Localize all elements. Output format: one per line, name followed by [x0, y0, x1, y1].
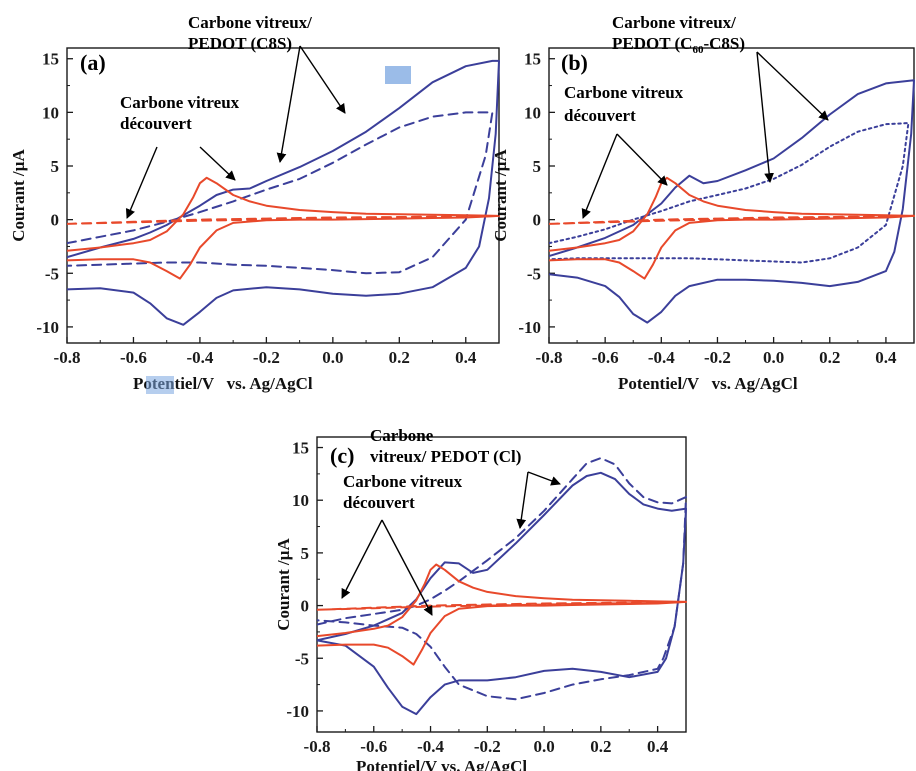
series-dash-bare-carbon [67, 214, 500, 225]
plot-frame [316, 436, 687, 733]
x-tick-label: -0.8 [304, 737, 331, 756]
annotation-arrow [341, 519, 383, 599]
y-axis-label: Courant /µA [491, 149, 510, 242]
series-solid-pedot [317, 471, 687, 716]
x-tick-label: -0.4 [648, 348, 675, 367]
y-tick-label: 10 [292, 491, 309, 510]
x-tick-label: 0.4 [875, 348, 897, 367]
x-axis-label: Potentiel/V vs. Ag/AgCl [356, 757, 527, 771]
annotation-subscript: 60 [692, 44, 704, 56]
series-group [549, 79, 915, 324]
annotation-arrow [516, 471, 529, 529]
x-tick-label: 0.0 [533, 737, 554, 756]
annotation-line: Carbone vitreux [343, 472, 463, 491]
x-tick-label: -0.6 [360, 737, 387, 756]
y-tick-label: 15 [524, 50, 541, 69]
series-dash-bare-carbon [317, 600, 687, 611]
annotation-line: découvert [564, 106, 636, 125]
annotation-arrow [125, 146, 158, 219]
series-solid-pedot [549, 79, 915, 324]
annotation-line: découvert [120, 114, 192, 133]
selection-highlight [146, 376, 174, 394]
y-tick-label: -10 [36, 318, 59, 337]
annotation-arrow [381, 519, 433, 616]
y-tick-label: 0 [301, 597, 310, 616]
x-tick-label: -0.8 [54, 348, 81, 367]
annotation-line: PEDOT (C8S) [188, 34, 292, 53]
x-tick-label: 0.4 [455, 348, 477, 367]
annotation-line: Carbone [370, 426, 434, 445]
x-axis-label: Potentiel/V vs. Ag/AgCl [133, 374, 313, 393]
y-tick-label: -5 [295, 649, 309, 668]
annotation-part: PEDOT (C [612, 34, 692, 53]
panel-b: -0.8 -0.6 -0.4 -0.2 0.0 0.2 0.4 15 10 5 0 -5 -10 (b) C… [491, 13, 915, 393]
series-solid-pedot [67, 59, 500, 326]
annotation-line: Carbone vitreux [120, 93, 240, 112]
annotation-line: Carbone vitreux/ [188, 13, 312, 32]
x-tick-label: 0.4 [647, 737, 669, 756]
x-tick-label: -0.6 [120, 348, 147, 367]
x-tick-label: -0.2 [704, 348, 731, 367]
annotation-arrow [756, 51, 829, 121]
series-dash-pedot [317, 457, 687, 701]
series-group [67, 59, 500, 326]
annotation-line: Carbone vitreux [564, 83, 684, 102]
annotation-arrow [756, 51, 774, 183]
y-tick-label: 15 [292, 439, 309, 458]
x-tick-label: -0.6 [592, 348, 619, 367]
x-tick-label: 0.2 [819, 348, 840, 367]
series-solid-bare-carbon [549, 176, 915, 280]
panel-label: (b) [561, 50, 588, 75]
y-tick-label: 15 [42, 50, 59, 69]
y-tick-label: 0 [51, 211, 60, 230]
y-tick-label: -5 [527, 264, 541, 283]
y-tick-label: 5 [51, 157, 60, 176]
annotation-line: Carbone vitreux/ [612, 13, 736, 32]
y-tick-label: -5 [45, 264, 59, 283]
annotation-part: -C8S) [703, 34, 745, 53]
x-tick-label: -0.4 [186, 348, 213, 367]
x-tick-label: 0.2 [389, 348, 410, 367]
y-tick-label: 10 [42, 103, 59, 122]
series-solid-bare-carbon [317, 563, 687, 666]
series-dash-pedot [67, 111, 494, 275]
series-dash-bare-carbon [549, 214, 915, 225]
y-tick-label: 5 [533, 157, 542, 176]
x-tick-label: -0.2 [474, 737, 501, 756]
annotation-arrow [276, 45, 301, 163]
panel-label: (a) [80, 50, 106, 75]
y-tick-label: -10 [518, 318, 541, 337]
series-solid-bare-carbon [67, 176, 500, 280]
panel-a: -0.8 -0.6 -0.4 -0.2 0.0 0.2 0.4 15 10 5 0 -5 -10 (a) C… [9, 13, 500, 394]
y-axis-label: Courant /µA [274, 538, 293, 631]
annotation-line: découvert [343, 493, 415, 512]
x-tick-label: 0.2 [590, 737, 611, 756]
series-dot-pedot [549, 122, 910, 264]
x-tick-label: -0.2 [253, 348, 280, 367]
x-tick-label: -0.4 [417, 737, 444, 756]
plot-frame [548, 47, 915, 344]
panel-label: (c) [330, 443, 354, 468]
y-tick-label: -10 [286, 702, 309, 721]
x-tick-label: 0.0 [322, 348, 343, 367]
y-tick-label: 5 [301, 544, 310, 563]
annotation-arrow [527, 471, 561, 486]
annotation-arrow [299, 45, 346, 114]
annotation-arrow [581, 133, 618, 219]
annotation-line: vitreux/ PEDOT (Cl) [370, 447, 521, 466]
selection-highlight [385, 66, 411, 84]
annotation-arrow [616, 133, 668, 186]
plot-frame [66, 47, 500, 344]
x-tick-label: -0.8 [536, 348, 563, 367]
series-group [317, 457, 687, 716]
panel-c: -0.8 -0.6 -0.4 -0.2 0.0 0.2 0.4 15 10 5 0 -5 -10 (c) C… [274, 426, 687, 771]
y-axis-label: Courant /µA [9, 149, 28, 242]
y-tick-label: 10 [524, 103, 541, 122]
x-axis-label: Potentiel/V vs. Ag/AgCl [618, 374, 798, 393]
annotation-line: PEDOT (C60-C8S) [612, 34, 745, 56]
annotation-arrow [199, 146, 236, 181]
x-tick-label: 0.0 [763, 348, 784, 367]
y-tick-label: 0 [533, 211, 542, 230]
